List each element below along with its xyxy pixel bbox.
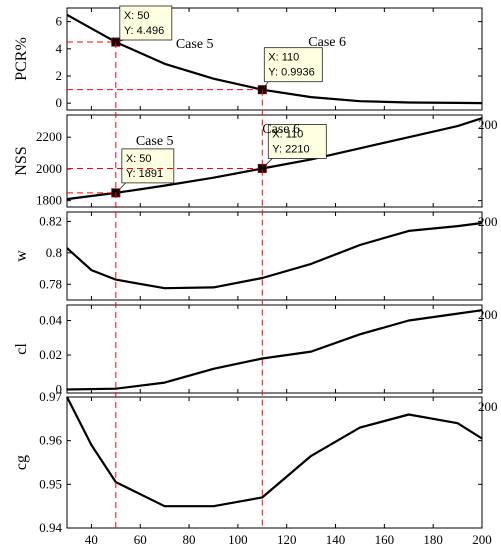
- ylabel-pcr: PCR%: [13, 37, 30, 81]
- ytick-label-cg: 0.97: [39, 389, 62, 404]
- ytick-label-nss: 2000: [36, 161, 62, 176]
- panel-pcr: 0 2 4 6 PCR% X: 50 Y: 4.496 Case 5 X: 110 Y: 0.99…: [13, 5, 483, 111]
- panel-nss: 1800 2000 2200 NSS 200 X: 50 Y: 1891 Case 5 X: 1…: [13, 114, 498, 208]
- data-tip-pointer: [115, 182, 127, 194]
- case-label: Case 5: [176, 37, 214, 52]
- ytick-label-nss: 2200: [36, 129, 62, 144]
- data-tip-x: X: 50: [124, 10, 150, 22]
- panel-frame-w: [66, 211, 483, 301]
- xtick-label: 40: [85, 532, 98, 547]
- ylabel-nss: NSS: [13, 146, 30, 175]
- cropped-tick-label: 200: [478, 214, 498, 229]
- data-tip-y: Y: 4.496: [124, 25, 164, 37]
- panel-cl: 0 0.02 0.04 cl 200: [13, 304, 498, 397]
- series-line-w: [66, 221, 483, 290]
- panel-frame-cg: [66, 396, 483, 529]
- data-tip-y: Y: 2210: [272, 143, 309, 155]
- ytick-label-cl: 0: [56, 382, 63, 397]
- xtick-label: 140: [326, 532, 346, 547]
- cropped-tick-label: 200: [478, 399, 498, 414]
- data-tip-x: X: 50: [126, 153, 152, 165]
- ytick-label-pcr: 0: [56, 95, 63, 110]
- panel-frame-pcr: [66, 7, 483, 111]
- ytick-label-cl: 0.02: [39, 347, 62, 362]
- data-tip-pointer: [115, 39, 124, 43]
- ytick-label-pcr: 6: [56, 14, 63, 29]
- xtick-label: 80: [183, 532, 196, 547]
- data-tip-box: [121, 148, 175, 184]
- xtick-label: 160: [375, 532, 395, 547]
- ylabel-cg: cg: [13, 455, 30, 470]
- ylabel-cl: cl: [13, 343, 30, 355]
- xtick-label: 180: [423, 532, 443, 547]
- ytick-label-cg: 0.94: [39, 520, 62, 535]
- ytick-label-cg: 0.96: [39, 433, 62, 448]
- case-label: Case 5: [136, 134, 174, 149]
- panel-cg: 0.94 0.95 0.96 0.97 cg 200 40 60 80 100 120 140 160 1…: [13, 389, 498, 550]
- ytick-label-pcr: 2: [56, 68, 63, 83]
- data-tip-y: Y: 0.9936: [268, 67, 315, 79]
- panel-w: 0.78 0.8 0.82 w 200: [13, 211, 498, 301]
- cropped-tick-label: 200: [478, 307, 498, 322]
- ytick-label-cl: 0.04: [39, 313, 62, 328]
- data-tip-box: [263, 47, 323, 83]
- xtick-label: 60: [134, 532, 147, 547]
- ytick-label-w: 0.82: [39, 213, 62, 228]
- series-line-pcr: [66, 13, 483, 105]
- data-tip-box: [267, 124, 327, 159]
- cropped-tick-label: 200: [478, 117, 498, 132]
- ytick-label-nss: 1800: [36, 193, 62, 208]
- data-tip-pointer: [261, 81, 269, 90]
- case-label: Case 6: [262, 122, 300, 137]
- xtick-label: 120: [277, 532, 297, 547]
- panel-frame-cl: [66, 304, 483, 394]
- data-tip-x: X: 110: [272, 128, 303, 140]
- series-line-cg: [66, 396, 483, 508]
- panel-frame-nss: [66, 114, 483, 208]
- ytick-label-w: 0.78: [39, 276, 62, 291]
- ytick-label-cg: 0.95: [39, 476, 62, 491]
- data-tip-box: [119, 5, 173, 41]
- xtick-label: 100: [228, 532, 248, 547]
- data-tip-pointer: [262, 158, 273, 169]
- ytick-label-pcr: 4: [56, 41, 63, 56]
- series-line-nss: [66, 117, 483, 201]
- data-tip-x: X: 110: [268, 52, 299, 64]
- ylabel-w: w: [13, 250, 30, 262]
- case-label: Case 6: [308, 35, 346, 50]
- xtick-label: 200: [472, 532, 492, 547]
- data-tip-y: Y: 1891: [126, 168, 163, 180]
- ytick-label-w: 0.8: [46, 245, 62, 260]
- series-line-cl: [66, 309, 483, 391]
